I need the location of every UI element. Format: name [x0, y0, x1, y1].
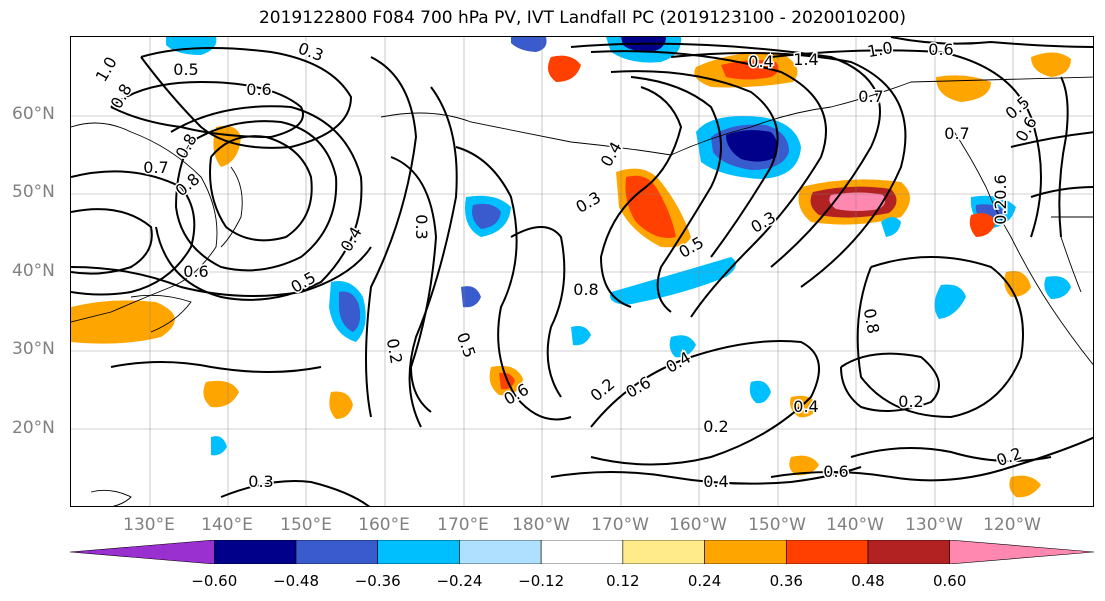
lon-label: 160°E: [358, 515, 410, 535]
contour-label: 0.3: [296, 39, 326, 66]
contour-label: 0.4: [748, 52, 773, 71]
colorbar-segment: [70, 540, 215, 564]
colorbar-segment: [949, 540, 1094, 564]
lon-label: 180°W: [512, 515, 570, 535]
colorbar-tick-label: −0.36: [354, 572, 401, 590]
contour-label: 0.8: [573, 280, 598, 299]
lat-label: 30°N: [12, 339, 55, 359]
colorbar-tick-label: −0.60: [191, 572, 238, 590]
colorbar-tick-label: −0.12: [518, 572, 565, 590]
lon-label: 150°W: [748, 515, 806, 535]
lon-label: 140°E: [201, 515, 253, 535]
lon-label: 160°W: [669, 515, 727, 535]
map-panel: 0.3 0.6 0.5 1.0 0.8 0.7 0.8 0.6 0.5 0.4 0.3 0.2 0.5 0…: [70, 36, 1094, 507]
contour-label: 0.7: [944, 124, 969, 143]
contour-label: 0.8: [172, 130, 201, 162]
contour-label: 0.3: [572, 188, 604, 217]
contour-label: 0.6: [246, 80, 271, 99]
contour-label: 0.6: [928, 40, 953, 59]
contour-label: 0.6: [991, 174, 1010, 199]
contour-label: 1.0: [866, 38, 894, 61]
lat-label: 40°N: [12, 261, 55, 281]
colorbar-tick-label: −0.24: [436, 572, 483, 590]
map-title: 2019122800 F084 700 hPa PV, IVT Landfall…: [258, 8, 906, 28]
contour-labels: 0.30.60.51.00.80.70.80.6 0.50.4 0.30.2 0.50…: [90, 37, 1042, 493]
contour-label: 0.5: [173, 60, 198, 79]
contour-label: 0.7: [858, 87, 883, 106]
lat-label: 60°N: [12, 104, 55, 124]
colorbar-tick-label: 0.48: [851, 572, 885, 590]
colorbar-segment: [295, 540, 379, 564]
colorbar-tick-label: 0.36: [769, 572, 803, 590]
colorbar-segment: [622, 540, 705, 564]
lon-label: 170°W: [591, 515, 649, 535]
lat-label: 50°N: [12, 182, 55, 202]
contour-label: 0.8: [860, 307, 883, 335]
graticule: [71, 37, 1093, 506]
contour-label: 0.7: [143, 158, 168, 177]
contour-label: 0.2: [994, 444, 1024, 471]
lat-label: 20°N: [12, 418, 55, 438]
lon-label: 150°E: [280, 515, 332, 535]
contour-label: 0.4: [597, 138, 626, 170]
pv-contours: [71, 37, 1093, 506]
lon-label: 170°E: [437, 515, 489, 535]
contour-label: 0.2: [703, 417, 728, 436]
contour-label: 0.4: [793, 397, 818, 416]
contour-label: 0.2: [383, 337, 406, 365]
colorbar-tick-label: 0.24: [687, 572, 722, 590]
contour-label: 0.4: [703, 472, 728, 491]
colorbar-tick-label: 0.60: [933, 572, 967, 590]
lon-label: 130°E: [123, 515, 175, 535]
lon-label: 120°W: [983, 515, 1041, 535]
contour-label: 1.4: [793, 50, 818, 69]
contour-label: 0.4: [337, 223, 366, 255]
colorbar-segment: [540, 540, 624, 564]
contour-label: 0.3: [412, 214, 431, 239]
contour-label: 0.3: [248, 472, 273, 491]
colorbar-segment: [377, 540, 460, 564]
contour-label: 0.2: [991, 199, 1010, 224]
colorbar-segment: [867, 540, 951, 564]
colorbar-tick-label: −0.48: [273, 572, 319, 590]
map-canvas: 0.30.60.51.00.80.70.80.6 0.50.4 0.30.2 0.50…: [71, 37, 1093, 506]
contour-label: 0.2: [898, 392, 923, 411]
colorbar: [70, 540, 1094, 564]
contour-label: 0.6: [823, 462, 848, 481]
lon-label: 130°W: [905, 515, 963, 535]
contour-label: 0.5: [453, 330, 480, 360]
colorbar-segment: [704, 540, 787, 564]
lon-label: 140°W: [826, 515, 884, 535]
colorbar-segment: [785, 540, 869, 564]
contour-label: 1.0: [92, 53, 121, 85]
colorbar-segment: [459, 540, 542, 564]
contour-label: 0.3: [747, 208, 779, 237]
shaded-anomalies: [71, 37, 1071, 498]
colorbar-segment: [213, 540, 297, 564]
contour-label: 0.6: [183, 262, 208, 281]
contour-label: 0.2: [587, 374, 619, 405]
colorbar-tick-label: 0.12: [606, 572, 640, 590]
